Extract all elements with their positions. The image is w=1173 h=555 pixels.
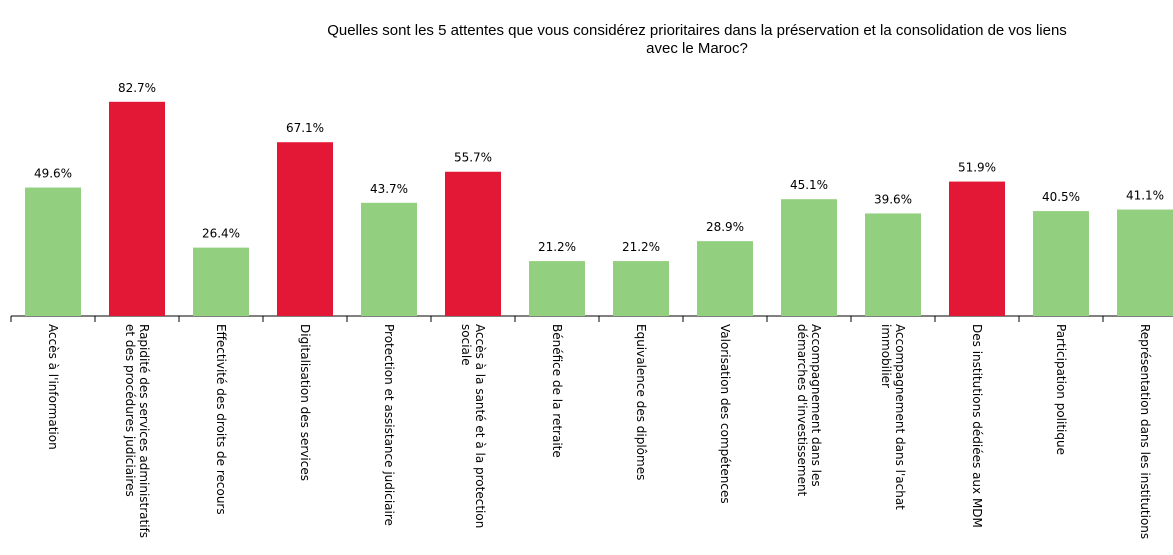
bar — [361, 202, 417, 316]
bar — [1117, 209, 1173, 316]
x-tick-label: Valorisation des compétences — [718, 324, 732, 504]
x-tick-label: Accès à la santé et à la protectionsocia… — [459, 324, 487, 528]
bar — [277, 142, 333, 316]
x-tick-label: Rapidité des services administratifset d… — [123, 324, 151, 538]
x-tick-label: Digitalisation des services — [298, 324, 312, 481]
bar — [1033, 211, 1089, 316]
data-label: 49.6% — [34, 167, 72, 181]
data-label: 51.9% — [958, 161, 996, 175]
data-label: 21.2% — [538, 240, 576, 254]
data-label: 43.7% — [370, 182, 408, 196]
x-tick-label: Equivalence des diplômes — [634, 324, 648, 480]
x-tick-label: Protection et assistance judiciaire — [382, 324, 396, 526]
data-label: 28.9% — [706, 220, 744, 234]
x-tick-label: Des institutions dédiées aux MDM — [970, 324, 984, 528]
data-label: 21.2% — [622, 240, 660, 254]
x-tick-label: Accompagnement dans l'achatimmobilier — [879, 324, 907, 510]
bar — [445, 171, 501, 316]
bar — [613, 261, 669, 316]
bar — [25, 187, 81, 316]
data-label: 39.6% — [874, 192, 912, 206]
data-label: 41.1% — [1126, 189, 1164, 203]
x-tick-label: Participation politique — [1054, 324, 1068, 455]
chart-title: Quelles sont les 5 attentes que vous con… — [327, 22, 1067, 57]
bar — [529, 261, 585, 316]
data-label: 55.7% — [454, 151, 492, 165]
data-label: 40.5% — [1042, 190, 1080, 204]
x-tick-label: Accompagnement dans lesdémarches d'inves… — [795, 324, 823, 497]
data-label: 26.4% — [202, 227, 240, 241]
bar — [697, 241, 753, 316]
data-label: 45.1% — [790, 178, 828, 192]
bar — [109, 101, 165, 316]
x-tick-label: Accès à l'information — [46, 324, 60, 450]
bar — [865, 213, 921, 316]
data-label: 67.1% — [286, 121, 324, 135]
x-tick-label: Bénéfice de la retraite — [550, 324, 564, 458]
data-label: 82.7% — [118, 81, 156, 95]
bar — [781, 199, 837, 316]
x-tick-label: Représentation dans les institutions — [1138, 324, 1152, 539]
bar — [949, 181, 1005, 316]
x-tick-label: Effectivité des droits de recours — [214, 324, 228, 515]
bar — [193, 247, 249, 316]
